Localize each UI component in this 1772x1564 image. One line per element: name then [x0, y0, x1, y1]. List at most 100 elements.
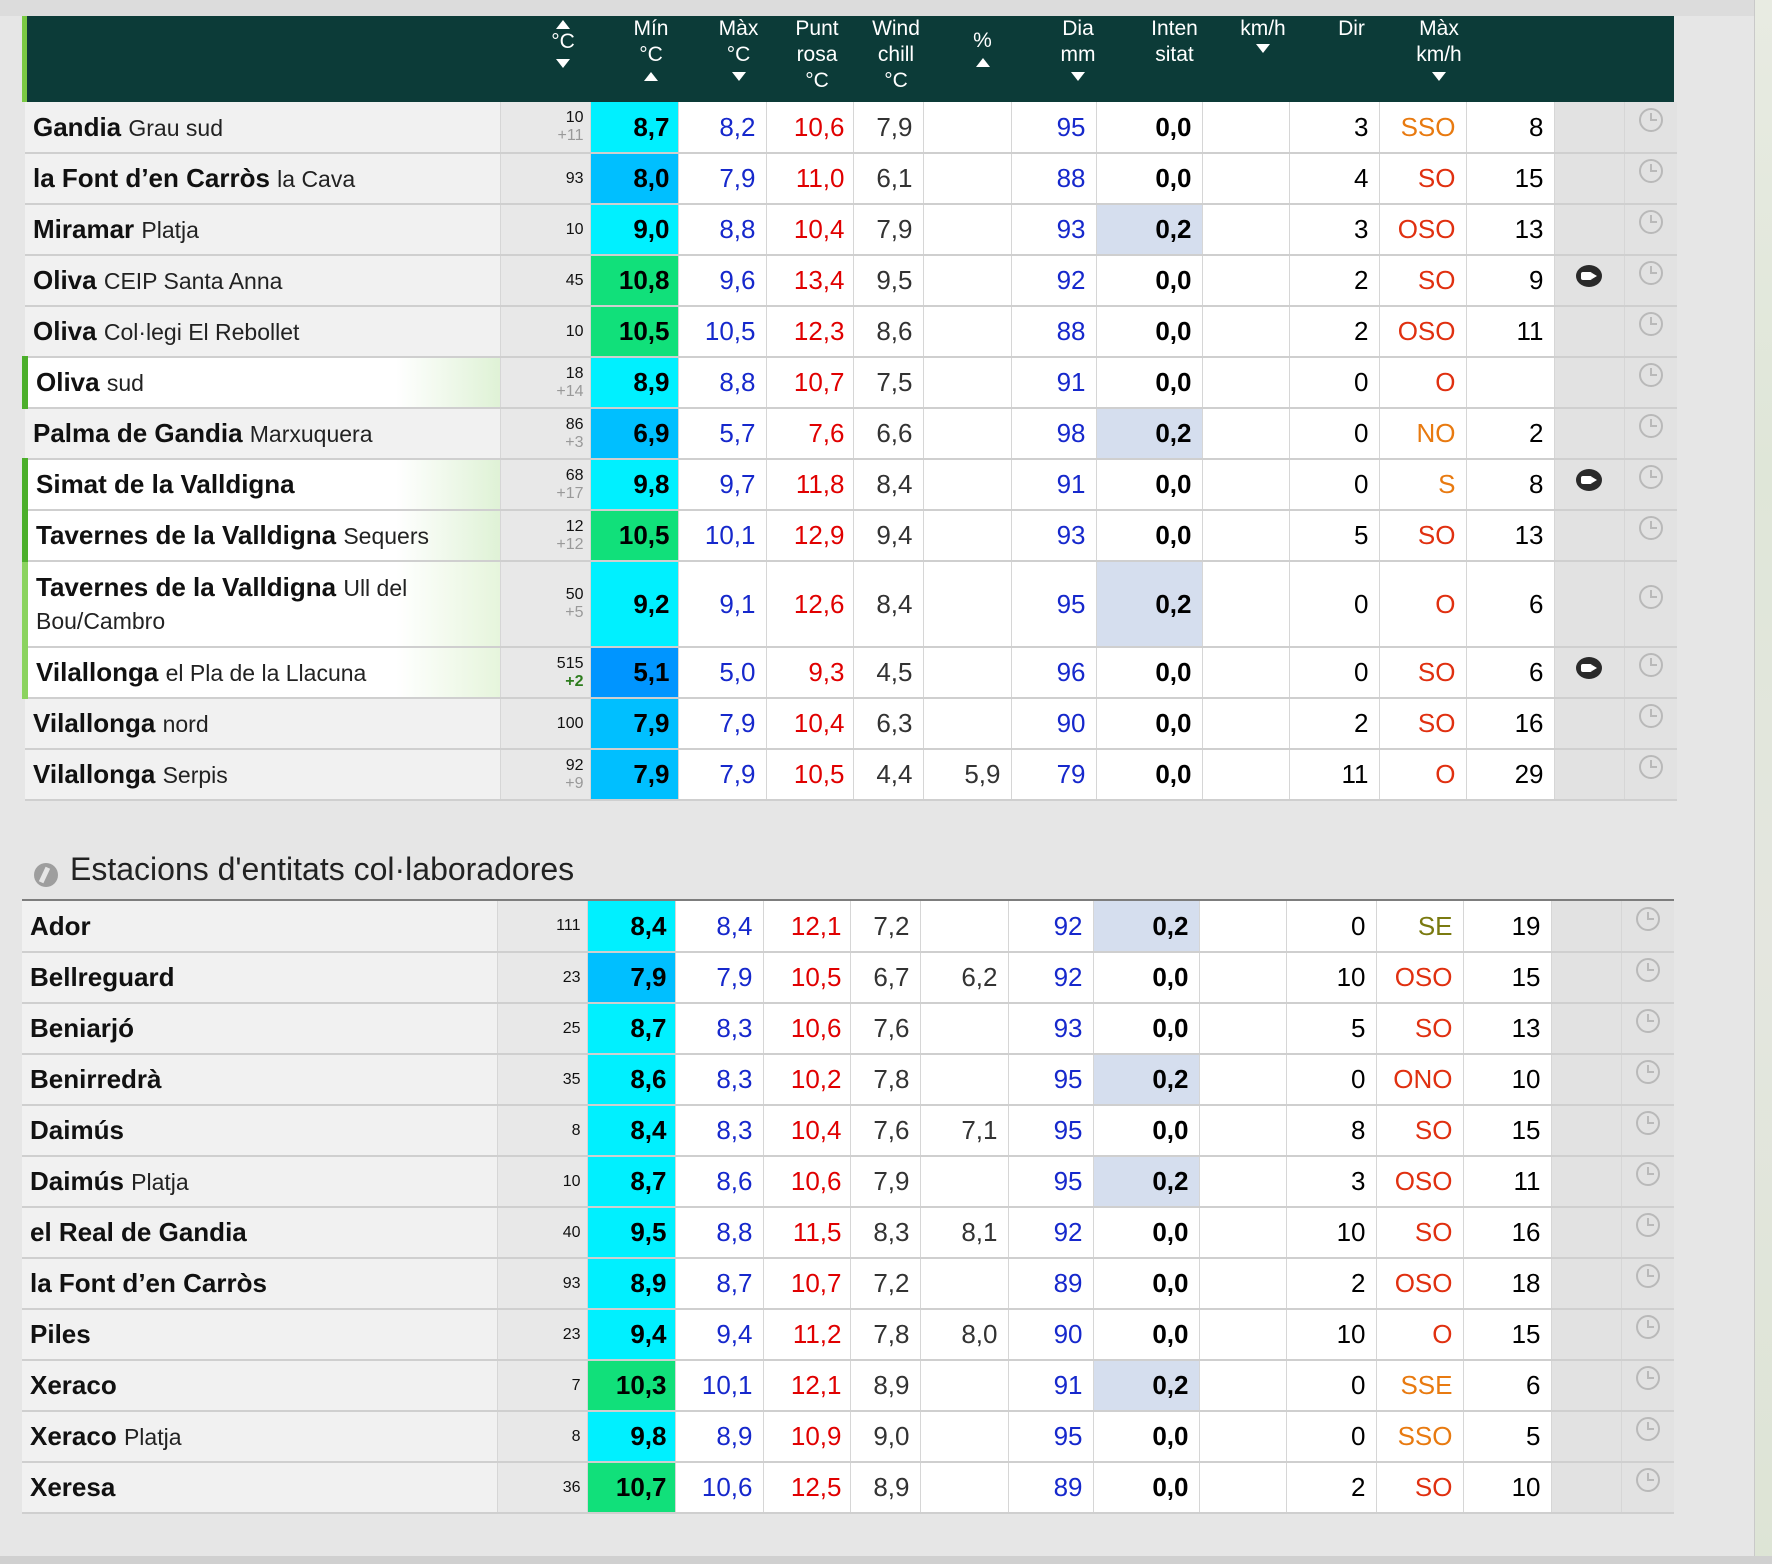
station-name[interactable]: Oliva Col·legi El Rebollet — [25, 306, 501, 358]
camera-cell[interactable] — [1554, 459, 1625, 511]
history-cell[interactable] — [1624, 357, 1677, 409]
station-name-main[interactable]: Benirredrà — [30, 1064, 162, 1094]
clock-icon[interactable] — [1635, 1213, 1660, 1238]
station-row[interactable]: Oliva CEIP Santa Anna 45 10,8 9,6 13,4 9,5 92 0… — [25, 255, 1677, 307]
station-name[interactable]: Daimús Platja — [22, 1156, 498, 1208]
history-cell[interactable] — [1621, 1003, 1674, 1055]
station-row[interactable]: Tavernes de la Valldigna Ull del Bou/Cam… — [22, 561, 1677, 648]
station-row[interactable]: Tavernes de la Valldigna Sequers 12 +12 10,… — [22, 510, 1677, 562]
station-name-main[interactable]: Miramar — [33, 214, 135, 244]
station-row[interactable]: Vilallonga el Pla de la Llacuna 515 +2 5,1 5… — [22, 647, 1677, 699]
header-wind-gust[interactable]: Màx km/h — [1395, 16, 1483, 102]
sort-down-icon[interactable] — [1071, 72, 1085, 81]
history-cell[interactable] — [1621, 1309, 1674, 1361]
station-name[interactable]: Oliva sud — [22, 357, 501, 409]
station-name-main[interactable]: Daimús — [30, 1115, 124, 1145]
station-row[interactable]: Oliva Col·legi El Rebollet 10 10,5 10,5 12,3… — [25, 306, 1677, 358]
station-name-main[interactable]: Vilallonga — [33, 708, 156, 738]
camera-icon[interactable] — [1576, 265, 1602, 288]
history-cell[interactable] — [1624, 153, 1677, 205]
history-cell[interactable] — [1624, 561, 1677, 648]
station-name[interactable]: la Font d’en Carròs la Cava — [25, 153, 501, 205]
station-row[interactable]: Benirredrà 35 8,6 8,3 10,2 7,8 95 0,2 0 ONO 10 — [22, 1054, 1674, 1106]
history-cell[interactable] — [1624, 408, 1677, 460]
station-row[interactable]: Ador 111 8,4 8,4 12,1 7,2 92 0,2 0 SE 19 — [22, 901, 1674, 953]
station-name-main[interactable]: Xeresa — [30, 1472, 116, 1502]
history-cell[interactable] — [1624, 204, 1677, 256]
sort-down-icon[interactable] — [1432, 72, 1446, 81]
history-cell[interactable] — [1624, 647, 1677, 699]
clock-icon[interactable] — [1638, 755, 1663, 780]
bottom-scrollbar[interactable] — [0, 1556, 1772, 1564]
station-row[interactable]: Beniarjó 25 8,7 8,3 10,6 7,6 93 0,0 5 SO 13 — [22, 1003, 1674, 1055]
station-name-main[interactable]: Gandia — [33, 111, 122, 142]
clock-icon[interactable] — [1635, 1417, 1660, 1442]
station-name[interactable]: Simat de la Valldigna — [22, 459, 501, 511]
station-name[interactable]: Bellreguard — [22, 952, 498, 1004]
header-min[interactable]: Mín °C — [607, 16, 695, 102]
station-name-main[interactable]: Xeraco — [30, 1370, 117, 1400]
camera-cell[interactable] — [1554, 255, 1625, 307]
history-cell[interactable] — [1624, 459, 1677, 511]
station-name-main[interactable]: Ador — [30, 910, 91, 941]
station-name-main[interactable]: Vilallonga — [36, 657, 159, 687]
header-temp[interactable]: °C — [519, 16, 607, 102]
station-row[interactable]: Xeraco 7 10,3 10,1 12,1 8,9 91 0,2 0 SSE 6 — [22, 1360, 1674, 1412]
station-row[interactable]: Bellreguard 23 7,9 7,9 10,5 6,7 6,2 92 0,0 10 OSO 1… — [22, 952, 1674, 1004]
station-name[interactable]: Vilallonga el Pla de la Llacuna — [22, 647, 501, 699]
history-cell[interactable] — [1621, 1360, 1674, 1412]
station-name-main[interactable]: la Font d’en Carròs — [30, 1268, 267, 1298]
clock-icon[interactable] — [1638, 210, 1663, 235]
history-cell[interactable] — [1624, 255, 1677, 307]
station-row[interactable]: Palma de Gandia Marxuquera 86 +3 6,9 5,7 7,6 6… — [25, 408, 1677, 460]
clock-icon[interactable] — [1635, 1366, 1660, 1391]
header-humidity[interactable]: % — [940, 16, 1025, 102]
station-name-main[interactable]: Tavernes de la Valldigna — [36, 572, 337, 602]
clock-icon[interactable] — [1638, 465, 1663, 490]
station-row[interactable]: Xeresa 36 10,7 10,6 12,5 8,9 89 0,0 2 SO 10 — [22, 1462, 1674, 1514]
clock-icon[interactable] — [1638, 159, 1663, 184]
clock-icon[interactable] — [1635, 1060, 1660, 1085]
station-name[interactable]: Gandia Grau sud — [25, 102, 501, 154]
station-name-main[interactable]: Bellreguard — [30, 962, 175, 992]
station-name-main[interactable]: Oliva — [33, 316, 97, 346]
station-name-main[interactable]: Xeraco — [30, 1421, 117, 1451]
clock-icon[interactable] — [1635, 1468, 1660, 1493]
station-name-main[interactable]: Beniarjó — [30, 1013, 135, 1043]
station-name[interactable]: Xeraco — [22, 1360, 498, 1412]
sort-up-icon[interactable] — [975, 58, 990, 67]
station-name[interactable]: Vilallonga nord — [25, 698, 501, 750]
history-cell[interactable] — [1621, 952, 1674, 1004]
sort-down-icon[interactable] — [731, 72, 746, 81]
clock-icon[interactable] — [1638, 516, 1663, 541]
station-name[interactable]: Tavernes de la Valldigna Ull del Bou/Cam… — [22, 561, 501, 648]
station-name[interactable]: Benirredrà — [22, 1054, 498, 1106]
station-row[interactable]: Oliva sud 18 +14 8,9 8,8 10,7 7,5 91 0,0 0 O — [22, 357, 1677, 409]
station-name-main[interactable]: el Real de Gandia — [30, 1217, 247, 1247]
camera-icon[interactable] — [1576, 469, 1602, 492]
station-row[interactable]: Simat de la Valldigna 68 +17 9,8 9,7 11,8 8,4 9… — [22, 459, 1677, 511]
clock-icon[interactable] — [1638, 107, 1663, 132]
station-row[interactable]: Daimús 8 8,4 8,3 10,4 7,6 7,1 95 0,0 8 SO 15 — [22, 1105, 1674, 1157]
station-name[interactable]: Daimús — [22, 1105, 498, 1157]
station-name-main[interactable]: Daimús — [30, 1166, 124, 1196]
history-cell[interactable] — [1624, 102, 1677, 154]
station-name[interactable]: Beniarjó — [22, 1003, 498, 1055]
station-name[interactable]: el Real de Gandia — [22, 1207, 498, 1259]
camera-icon[interactable] — [1576, 657, 1602, 680]
station-name-main[interactable]: Oliva — [36, 367, 100, 397]
station-name-main[interactable]: Simat de la Valldigna — [36, 469, 295, 499]
clock-icon[interactable] — [1638, 704, 1663, 729]
camera-cell[interactable] — [1554, 647, 1625, 699]
header-max[interactable]: Màx °C — [695, 16, 782, 102]
history-cell[interactable] — [1624, 306, 1677, 358]
station-name[interactable]: Palma de Gandia Marxuquera — [25, 408, 501, 460]
history-cell[interactable] — [1624, 698, 1677, 750]
clock-icon[interactable] — [1635, 1162, 1660, 1187]
sort-up-icon[interactable] — [556, 20, 570, 29]
history-cell[interactable] — [1624, 749, 1677, 801]
station-name-main[interactable]: Piles — [30, 1319, 91, 1349]
station-name-main[interactable]: Oliva — [33, 265, 97, 295]
station-name[interactable]: Miramar Platja — [25, 204, 501, 256]
clock-icon[interactable] — [1638, 414, 1663, 439]
